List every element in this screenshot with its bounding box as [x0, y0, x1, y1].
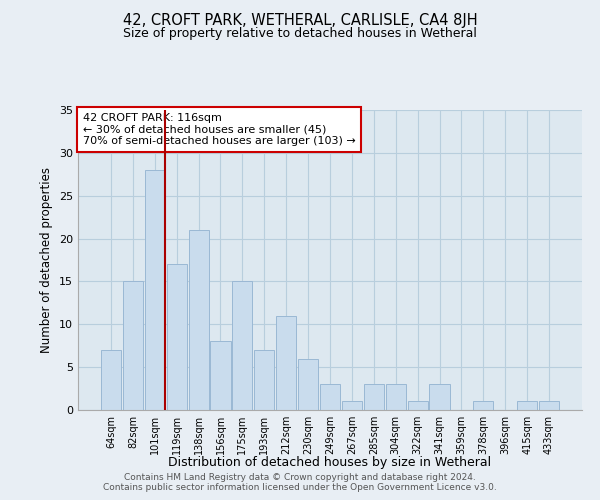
- Text: Size of property relative to detached houses in Wetheral: Size of property relative to detached ho…: [123, 28, 477, 40]
- Bar: [342, 402, 362, 410]
- Bar: [123, 282, 143, 410]
- Bar: [145, 170, 165, 410]
- Y-axis label: Number of detached properties: Number of detached properties: [40, 167, 53, 353]
- Bar: [386, 384, 406, 410]
- Bar: [167, 264, 187, 410]
- Bar: [232, 282, 253, 410]
- Bar: [101, 350, 121, 410]
- Bar: [430, 384, 449, 410]
- Bar: [407, 402, 428, 410]
- Text: 42 CROFT PARK: 116sqm
← 30% of detached houses are smaller (45)
70% of semi-deta: 42 CROFT PARK: 116sqm ← 30% of detached …: [83, 113, 356, 146]
- Bar: [473, 402, 493, 410]
- Text: 42, CROFT PARK, WETHERAL, CARLISLE, CA4 8JH: 42, CROFT PARK, WETHERAL, CARLISLE, CA4 …: [122, 12, 478, 28]
- Bar: [364, 384, 384, 410]
- Text: Contains HM Land Registry data © Crown copyright and database right 2024.
Contai: Contains HM Land Registry data © Crown c…: [103, 473, 497, 492]
- Bar: [298, 358, 318, 410]
- Bar: [254, 350, 274, 410]
- Bar: [517, 402, 537, 410]
- Bar: [188, 230, 209, 410]
- Text: Distribution of detached houses by size in Wetheral: Distribution of detached houses by size …: [169, 456, 491, 469]
- Bar: [211, 342, 230, 410]
- Bar: [320, 384, 340, 410]
- Bar: [539, 402, 559, 410]
- Bar: [276, 316, 296, 410]
